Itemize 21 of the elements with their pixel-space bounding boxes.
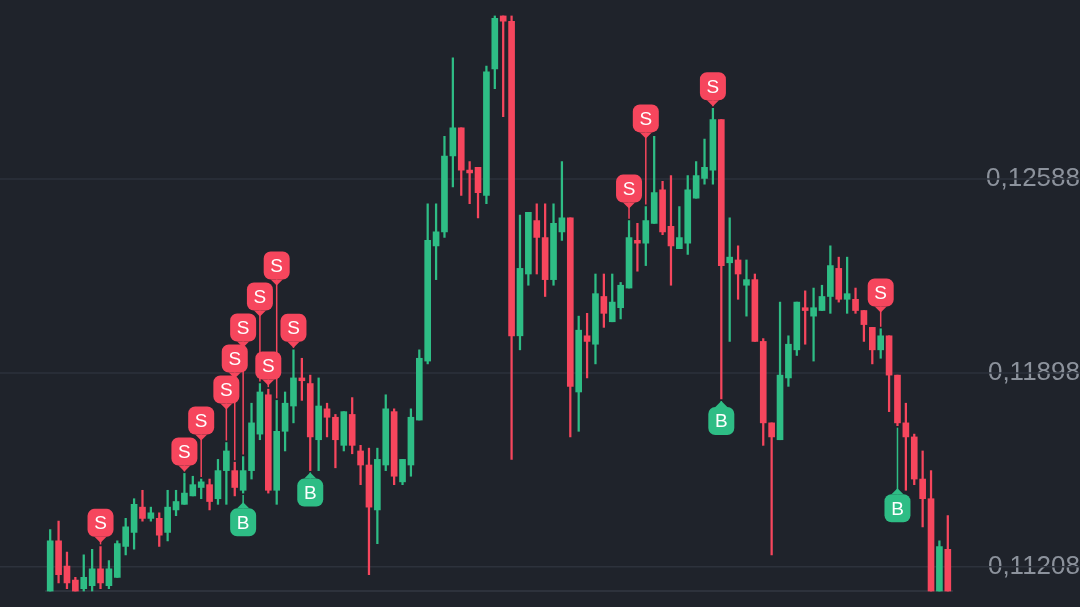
- y-tick-label: 0,12588: [986, 162, 1080, 193]
- annotation: S: [287, 317, 300, 339]
- annotation: B: [303, 481, 317, 503]
- annotation: S: [94, 512, 107, 534]
- annotation: S: [194, 409, 208, 431]
- annotation: S: [228, 347, 242, 369]
- annotation: S: [639, 107, 653, 129]
- y-tick-label: 0,11208: [987, 549, 1080, 580]
- annotation: S: [253, 285, 267, 307]
- annotation: S: [706, 75, 720, 97]
- annotation: S: [178, 440, 191, 462]
- annotation: S: [622, 177, 636, 199]
- annotation: B: [891, 497, 904, 519]
- annotation: S: [236, 316, 250, 338]
- annotation: S: [261, 354, 275, 376]
- annotation: S: [220, 378, 233, 400]
- annotation: B: [714, 410, 728, 432]
- annotation: S: [270, 254, 284, 276]
- annotation: B: [236, 511, 250, 533]
- y-tick-label: 0,11898: [987, 356, 1080, 387]
- annotation: S: [874, 281, 888, 303]
